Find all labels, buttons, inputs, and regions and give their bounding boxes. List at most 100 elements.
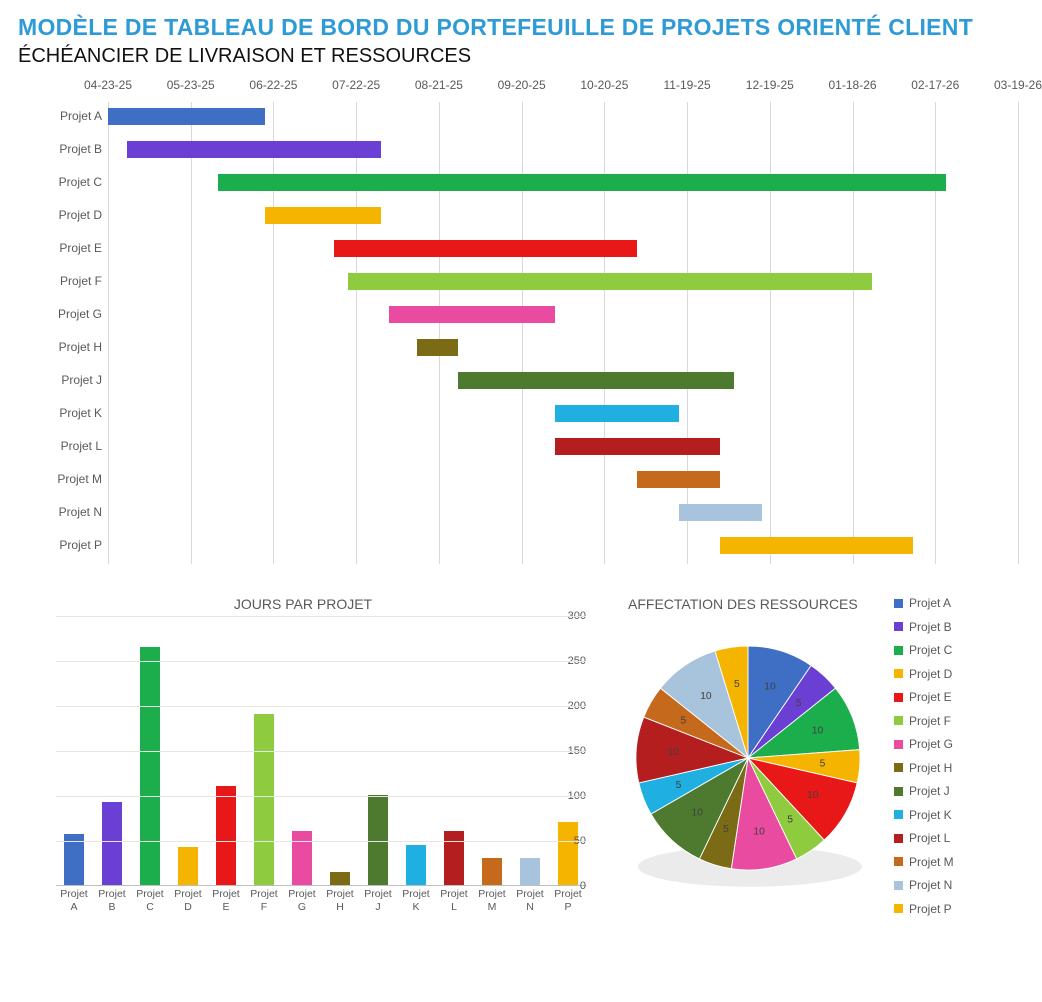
- gantt-date-label: 05-23-25: [167, 78, 215, 92]
- gantt-date-label: 07-22-25: [332, 78, 380, 92]
- legend-item: Projet H: [894, 761, 954, 775]
- bar-x-label: Projet H: [326, 888, 353, 913]
- gantt-bar: [637, 471, 720, 488]
- bar-column: [330, 872, 350, 886]
- legend-item: Projet K: [894, 808, 954, 822]
- gantt-row: Projet L: [18, 432, 1018, 465]
- gantt-row: Projet K: [18, 399, 1018, 432]
- legend-item: Projet J: [894, 784, 954, 798]
- legend-swatch: [894, 669, 903, 678]
- bar-column: [178, 847, 198, 885]
- gantt-row-label: Projet F: [18, 274, 102, 288]
- legend-swatch: [894, 763, 903, 772]
- bar-column: [406, 845, 426, 886]
- gantt-date-label: 01-18-26: [829, 78, 877, 92]
- bar-chart: JOURS PAR PROJET 050100150200250300Proje…: [18, 596, 588, 925]
- gantt-row: Projet C: [18, 168, 1018, 201]
- gantt-row-label: Projet L: [18, 439, 102, 453]
- gantt-bar: [458, 372, 734, 389]
- pie-slice-label: 10: [692, 807, 704, 818]
- legend-label: Projet F: [909, 714, 951, 728]
- legend-label: Projet M: [909, 855, 954, 869]
- gantt-date-axis: 04-23-2505-23-2506-22-2507-22-2508-21-25…: [108, 78, 1018, 102]
- pie-slice-label: 10: [807, 790, 819, 801]
- gantt-row-label: Projet A: [18, 109, 102, 123]
- gantt-row-label: Projet H: [18, 340, 102, 354]
- pie-slice-label: 5: [796, 698, 802, 709]
- legend-swatch: [894, 646, 903, 655]
- gantt-row-label: Projet B: [18, 142, 102, 156]
- bar-chart-title: JOURS PAR PROJET: [18, 596, 588, 612]
- bar-chart-plot: 050100150200250300Projet AProjet BProjet…: [18, 616, 588, 906]
- legend-item: Projet C: [894, 643, 954, 657]
- pie-slice-label: 5: [820, 758, 826, 769]
- bar-column: [444, 831, 464, 885]
- legend-label: Projet G: [909, 737, 953, 751]
- pie-chart: AFFECTATION DES RESSOURCES 10 5 10 5 10 5 10 5 1…: [608, 596, 1024, 925]
- gantt-date-label: 03-19-26: [994, 78, 1042, 92]
- legend-item: Projet F: [894, 714, 954, 728]
- gantt-row-label: Projet J: [18, 373, 102, 387]
- bar-column: [140, 647, 160, 885]
- bar-x-label: Projet G: [288, 888, 315, 913]
- legend-item: Projet M: [894, 855, 954, 869]
- pie-slice-label: 10: [812, 725, 824, 736]
- legend-label: Projet E: [909, 690, 952, 704]
- gantt-bar: [127, 141, 381, 158]
- gantt-row-label: Projet P: [18, 538, 102, 552]
- pie-slice-label: 10: [753, 827, 765, 838]
- legend-label: Projet P: [909, 902, 952, 916]
- gantt-date-label: 08-21-25: [415, 78, 463, 92]
- legend-label: Projet B: [909, 620, 952, 634]
- legend-swatch: [894, 716, 903, 725]
- bar-column: [102, 802, 122, 885]
- bar-x-label: Projet J: [364, 888, 391, 913]
- gantt-date-label: 04-23-25: [84, 78, 132, 92]
- pie-legend: Projet A Projet B Projet C Projet D Projet E…: [894, 596, 954, 925]
- legend-swatch: [894, 881, 903, 890]
- legend-item: Projet N: [894, 878, 954, 892]
- gantt-row-label: Projet E: [18, 241, 102, 255]
- bar-column: [216, 786, 236, 885]
- gantt-row-label: Projet D: [18, 208, 102, 222]
- gantt-row: Projet E: [18, 234, 1018, 267]
- gantt-bar: [679, 504, 762, 521]
- pie-slice-label: 5: [676, 780, 682, 791]
- gantt-row: Projet N: [18, 498, 1018, 531]
- legend-swatch: [894, 904, 903, 913]
- legend-label: Projet H: [909, 761, 952, 775]
- legend-label: Projet L: [909, 831, 950, 845]
- bar-x-label: Projet K: [402, 888, 429, 913]
- gantt-row-label: Projet C: [18, 175, 102, 189]
- pie-slice-label: 10: [764, 681, 776, 692]
- bar-column: [368, 795, 388, 885]
- gantt-row-label: Projet K: [18, 406, 102, 420]
- gantt-row: Projet M: [18, 465, 1018, 498]
- legend-label: Projet A: [909, 596, 951, 610]
- gantt-date-label: 10-20-25: [580, 78, 628, 92]
- gantt-row-label: Projet M: [18, 472, 102, 486]
- bar-x-label: Projet D: [174, 888, 201, 913]
- gantt-row-label: Projet N: [18, 505, 102, 519]
- gantt-date-label: 02-17-26: [911, 78, 959, 92]
- gantt-bar: [555, 405, 679, 422]
- legend-item: Projet E: [894, 690, 954, 704]
- legend-swatch: [894, 857, 903, 866]
- pie-chart-title: AFFECTATION DES RESSOURCES: [608, 596, 888, 612]
- gantt-date-label: 06-22-25: [249, 78, 297, 92]
- gantt-row: Projet J: [18, 366, 1018, 399]
- gantt-date-label: 12-19-25: [746, 78, 794, 92]
- bar-x-label: Projet M: [478, 888, 505, 913]
- pie-chart-svg: 105105105105105105105: [608, 618, 888, 898]
- legend-item: Projet D: [894, 667, 954, 681]
- legend-label: Projet N: [909, 878, 952, 892]
- page-main-title: MODÈLE DE TABLEAU DE BORD DU PORTEFEUILL…: [18, 14, 1024, 41]
- legend-swatch: [894, 810, 903, 819]
- legend-item: Projet G: [894, 737, 954, 751]
- legend-swatch: [894, 740, 903, 749]
- gantt-row: Projet F: [18, 267, 1018, 300]
- legend-swatch: [894, 834, 903, 843]
- pie-slice-label: 5: [680, 715, 686, 726]
- bar-column: [254, 714, 274, 885]
- bar-x-label: Projet F: [250, 888, 277, 913]
